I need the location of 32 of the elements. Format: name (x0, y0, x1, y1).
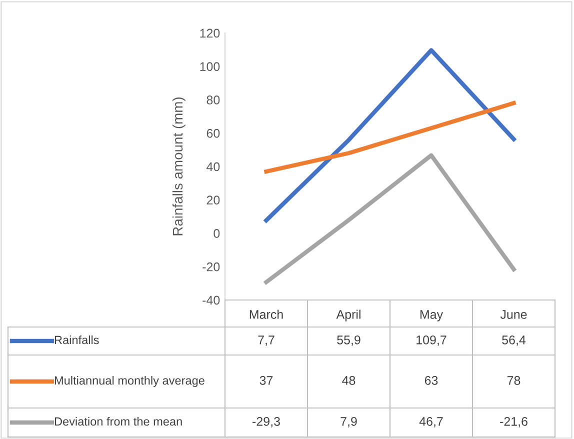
line-series (264, 48, 516, 222)
data-label: -29,3 (252, 417, 280, 428)
x-tick-label: March (250, 310, 283, 319)
y-tick-label: 80 (206, 96, 220, 104)
data-label: 56,4 (502, 336, 526, 346)
legend-label: Rainfalls (54, 335, 99, 344)
data-label: 7,9 (340, 417, 357, 428)
data-label: 109,7 (416, 336, 446, 346)
data-label: 48 (342, 376, 356, 385)
y-tick-label: 60 (206, 128, 220, 138)
data-label: 55,9 (337, 336, 360, 346)
line-series (264, 101, 516, 174)
data-label: 7,7 (258, 336, 274, 346)
y-axis-title: Rainfalls amount (mm) (172, 98, 186, 236)
y-tick-label: 40 (206, 162, 220, 172)
line-series (264, 153, 516, 284)
data-label: 78 (507, 376, 520, 385)
x-tick-label: May (420, 310, 444, 322)
legend-label: Multiannual monthly average (54, 376, 204, 388)
data-label: 37 (260, 376, 273, 385)
x-tick-label: June (500, 310, 527, 319)
y-tick-label: 120 (200, 28, 220, 38)
y-tick-label: 100 (200, 62, 220, 72)
y-tick-label: 20 (206, 196, 220, 205)
data-label: -21,6 (500, 417, 528, 428)
legend-label: Deviation from the mean (54, 416, 182, 426)
y-tick-label: -40 (202, 296, 220, 305)
y-tick-label: 0 (214, 229, 220, 238)
y-tick-label: -20 (202, 262, 220, 272)
data-label: 63 (424, 376, 438, 385)
data-label: 46,7 (419, 417, 443, 428)
x-tick-label: April (336, 310, 360, 322)
